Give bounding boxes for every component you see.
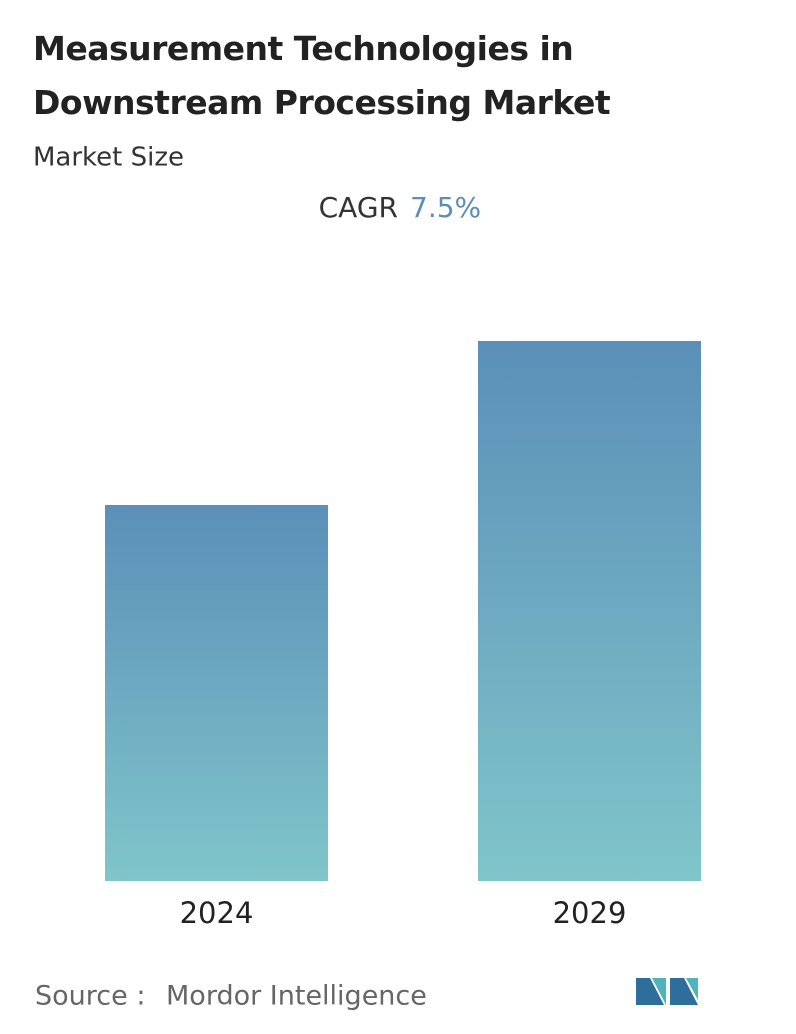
bar <box>478 341 701 881</box>
logo <box>636 978 698 1005</box>
chart-title: Measurement Technologies in Downstream P… <box>33 29 611 122</box>
chart-subtitle: Market Size <box>33 143 184 173</box>
x-tick-label: 2029 <box>553 896 627 930</box>
source-name: Mordor Intelligence <box>166 981 427 1012</box>
x-tick-label: 2024 <box>180 896 254 930</box>
cagr-title: CAGR <box>319 191 398 224</box>
cagr-value: 7.5% <box>410 191 481 224</box>
source-label: Source : <box>35 981 145 1012</box>
bar <box>105 505 328 881</box>
